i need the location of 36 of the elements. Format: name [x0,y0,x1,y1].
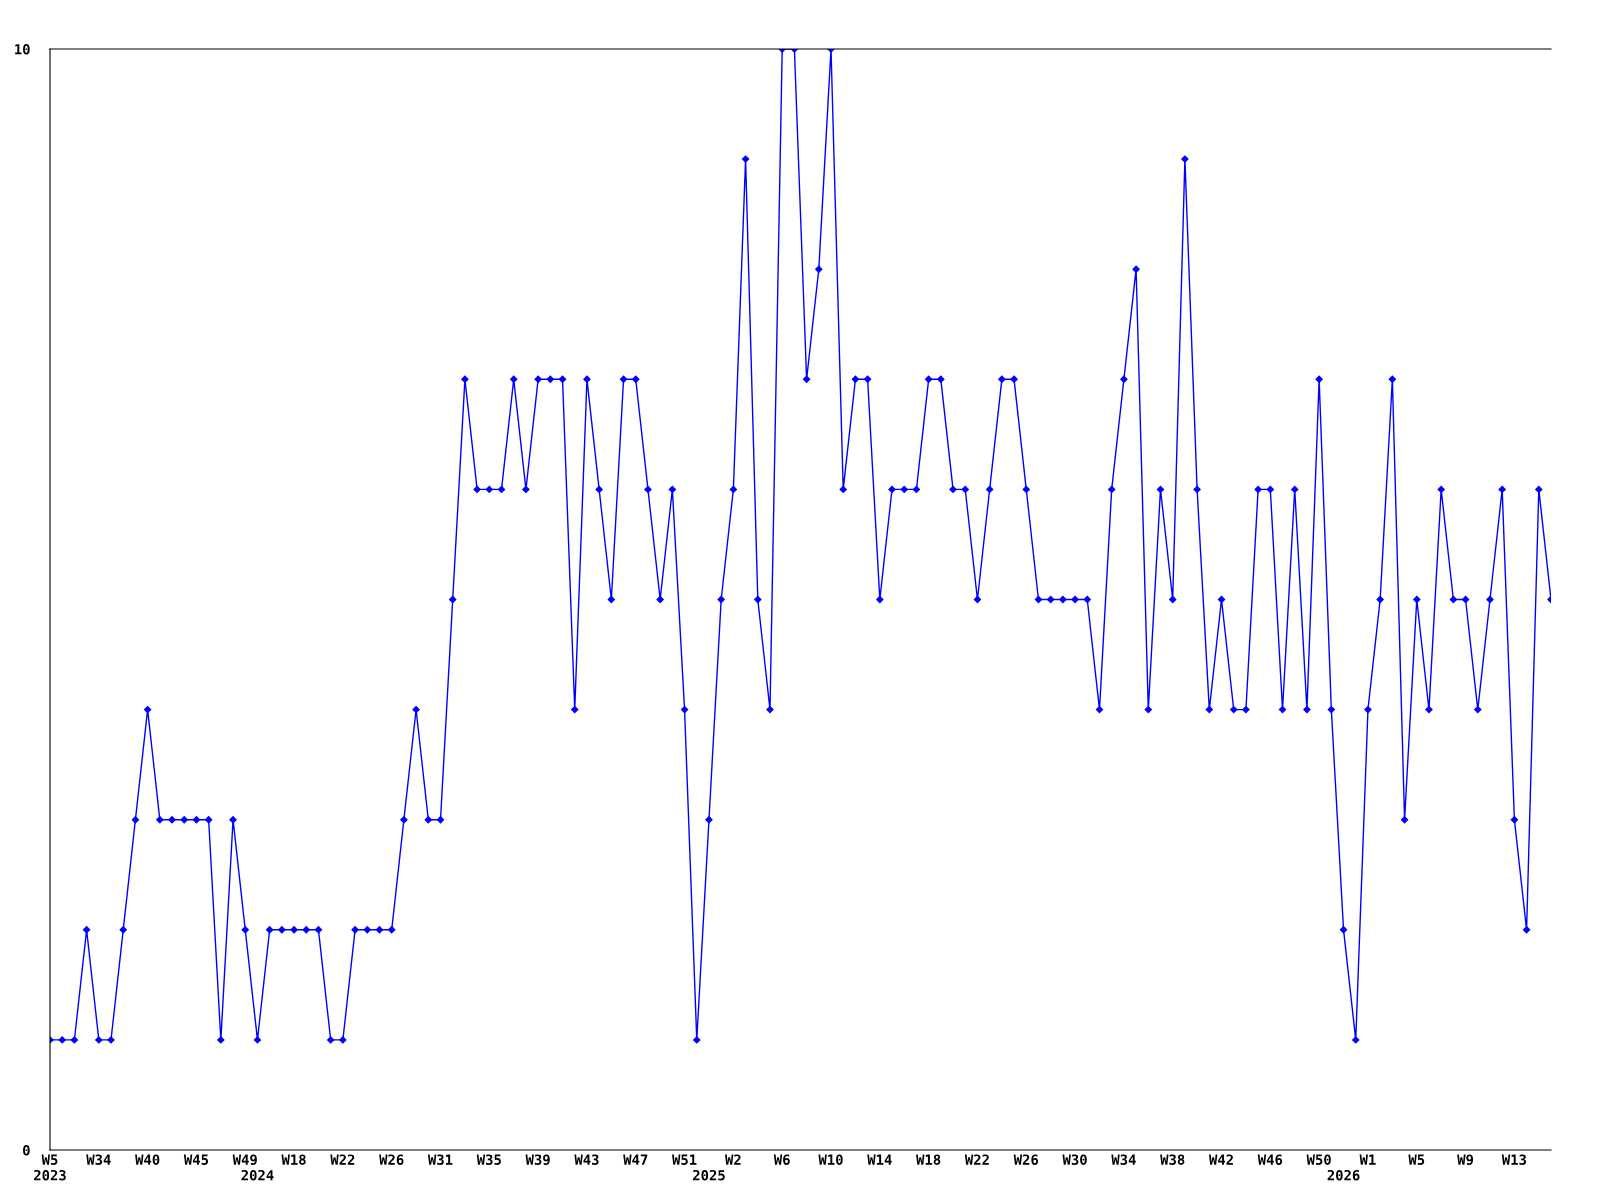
x-tick-label: W39 [525,1154,550,1165]
x-tick-label: 2024 [241,1169,274,1181]
x-tick-label: W34 [86,1154,111,1165]
x-tick-label: W50 [1306,1154,1331,1165]
x-tick-label: W10 [818,1154,843,1165]
x-tick-label: W26 [379,1154,404,1165]
x-tick-label: W5 2023 [34,1154,66,1181]
x-tick-label: W22 [330,1154,355,1165]
y-tick-label: 10 [15,43,30,55]
x-tick-label: W45 [183,1154,209,1165]
x-tick-label: W34 [1111,1154,1136,1165]
x-tick-label: 2026 [1327,1169,1360,1181]
x-tick-label: W1 [1359,1154,1376,1165]
x-tick-label: W6 [773,1154,790,1165]
x-tick-label: W18 [916,1154,941,1165]
x-tick-label: W2 [725,1154,741,1165]
x-tick-label: W30 [1062,1154,1087,1165]
x-tick-label: W18 [281,1154,306,1165]
x-tick-label: W13 [1501,1154,1527,1165]
x-tick-label: W46 [1257,1154,1283,1165]
x-tick-label: 2025 [693,1169,725,1181]
x-tick-label: W22 [964,1154,989,1165]
x-tick-label: W51 [672,1154,697,1165]
x-tick-label: W42 [1208,1154,1233,1165]
y-tick-label: 0 [23,1144,30,1156]
x-tick-label: W35 [476,1154,501,1165]
x-tick-label: W49 [232,1154,257,1165]
x-tick-label: W43 [574,1154,599,1165]
x-tick-label: W14 [867,1154,892,1165]
x-tick-label: W38 [1160,1154,1185,1165]
x-tick-label: W40 [135,1154,160,1165]
x-tick-label: W26 [1013,1154,1039,1165]
x-tick-label: W47 [623,1154,648,1165]
x-tick-label: W9 [1457,1154,1474,1165]
x-tick-label: W5 [1408,1154,1425,1165]
x-tick-label: W31 [427,1154,453,1165]
